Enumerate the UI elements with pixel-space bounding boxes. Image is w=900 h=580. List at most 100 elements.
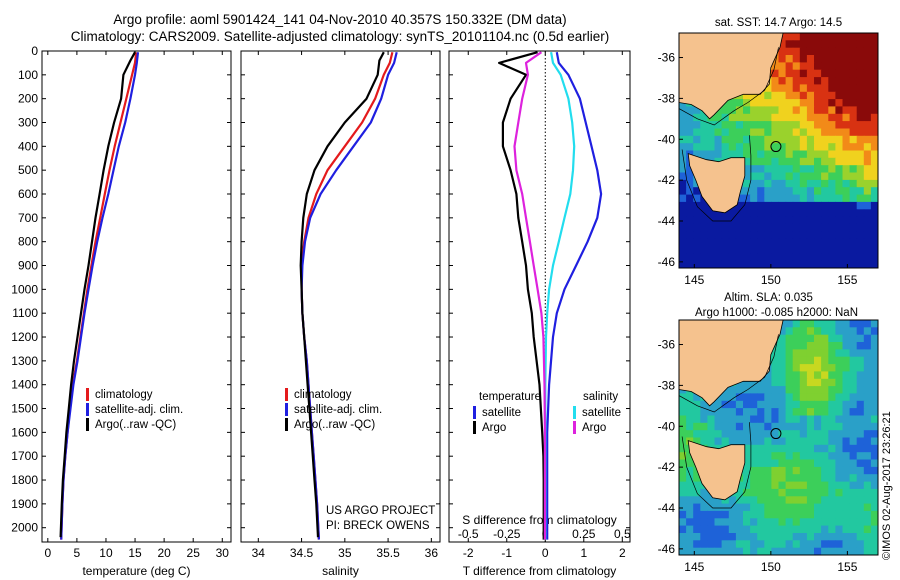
- map-cell: [806, 128, 815, 137]
- map-cell: [799, 386, 808, 394]
- map-cell: [870, 201, 878, 210]
- map-cell: [750, 474, 758, 483]
- map-cell: [743, 378, 751, 387]
- map-cell: [828, 510, 836, 519]
- map-cell: [821, 474, 829, 483]
- map-cell: [835, 496, 844, 505]
- map-cell: [743, 400, 751, 409]
- map-cell: [842, 62, 851, 71]
- map-cell: [728, 422, 737, 431]
- map-cell: [842, 533, 851, 541]
- map-cell: [735, 540, 744, 549]
- map-cell: [799, 496, 808, 505]
- map-cell: [792, 327, 801, 336]
- map-cell: [842, 99, 851, 107]
- map-cell: [792, 488, 801, 497]
- map-cell: [764, 378, 772, 387]
- map-cell: [764, 408, 772, 416]
- map-cell: [700, 547, 708, 555]
- map-cell: [828, 157, 836, 166]
- map-cell: [806, 342, 815, 350]
- map-cell: [828, 121, 836, 129]
- map-cell: [700, 525, 708, 534]
- map-cell: [842, 466, 851, 475]
- map-cell: [679, 231, 687, 240]
- map-cell: [693, 547, 701, 555]
- legend-swatch-salinity: [285, 418, 288, 431]
- map-cell: [757, 128, 765, 137]
- map-cell: [728, 128, 737, 137]
- map-cell: [799, 452, 808, 461]
- map-cell: [778, 400, 787, 409]
- map-cell: [721, 246, 730, 254]
- map-cell: [686, 510, 694, 519]
- map-cell: [743, 540, 751, 549]
- map-cell: [785, 481, 794, 490]
- map-cell: [870, 452, 878, 461]
- map-cell: [870, 393, 878, 402]
- map-cell: [757, 194, 765, 203]
- map-cell: [821, 488, 829, 497]
- map-cell: [721, 106, 730, 115]
- map-cell: [842, 503, 851, 512]
- map-cell: [821, 69, 829, 78]
- map-cell: [700, 540, 708, 549]
- map-cell: [785, 459, 794, 468]
- map-cell: [870, 327, 878, 336]
- map-cell: [735, 106, 744, 115]
- argo-float-marker: [770, 428, 782, 440]
- map-cell: [700, 135, 708, 144]
- map-cell: [856, 201, 865, 210]
- map-cell: [700, 518, 708, 527]
- map-cell: [821, 238, 829, 247]
- map-cell: [707, 518, 716, 527]
- map-cell: [771, 216, 780, 225]
- map-cell: [799, 121, 808, 129]
- map-cell: [828, 320, 836, 328]
- map-cell: [821, 99, 829, 107]
- map-cell: [679, 488, 687, 497]
- map-cell: [856, 69, 865, 78]
- map-cell: [821, 121, 829, 129]
- map-cell: [821, 179, 829, 188]
- map-cell: [842, 437, 851, 446]
- map-cell: [849, 91, 858, 100]
- map-cell: [792, 216, 801, 225]
- mainland-land: [679, 320, 784, 407]
- map-cell: [849, 246, 858, 254]
- map-cell: [771, 488, 780, 497]
- map-cell: [728, 260, 737, 268]
- map-cell: [743, 533, 751, 541]
- map-cell: [792, 386, 801, 394]
- map-cell: [735, 525, 744, 534]
- map-cell: [679, 260, 687, 268]
- map-cell: [771, 187, 780, 196]
- map-cell: [835, 525, 844, 534]
- map-cell: [679, 246, 687, 254]
- map-cell: [799, 231, 808, 240]
- legend-swatch-difference: [473, 421, 476, 434]
- map-cell: [735, 135, 744, 144]
- map-cell: [828, 33, 836, 41]
- x-tick-label-salinity: 35: [338, 546, 352, 560]
- legend-label-difference: Argo: [482, 422, 506, 434]
- map-cell: [785, 121, 794, 129]
- map-cell: [728, 121, 737, 129]
- y-tick-label: 1000: [11, 282, 38, 296]
- map-cell: [835, 77, 844, 85]
- map-cell: [707, 510, 716, 519]
- map-cell: [814, 334, 822, 343]
- map-cell: [700, 422, 708, 431]
- map-cell: [757, 466, 765, 475]
- map-cell: [870, 33, 878, 41]
- map-cell: [856, 157, 865, 166]
- map-cell: [700, 216, 708, 225]
- map-cell: [806, 157, 815, 166]
- map-cell: [806, 474, 815, 483]
- map-cell: [856, 77, 865, 85]
- map-cell: [849, 253, 858, 262]
- map-cell: [828, 84, 836, 93]
- map-cell: [792, 231, 801, 240]
- map-cell: [828, 172, 836, 181]
- map-cell: [870, 437, 878, 446]
